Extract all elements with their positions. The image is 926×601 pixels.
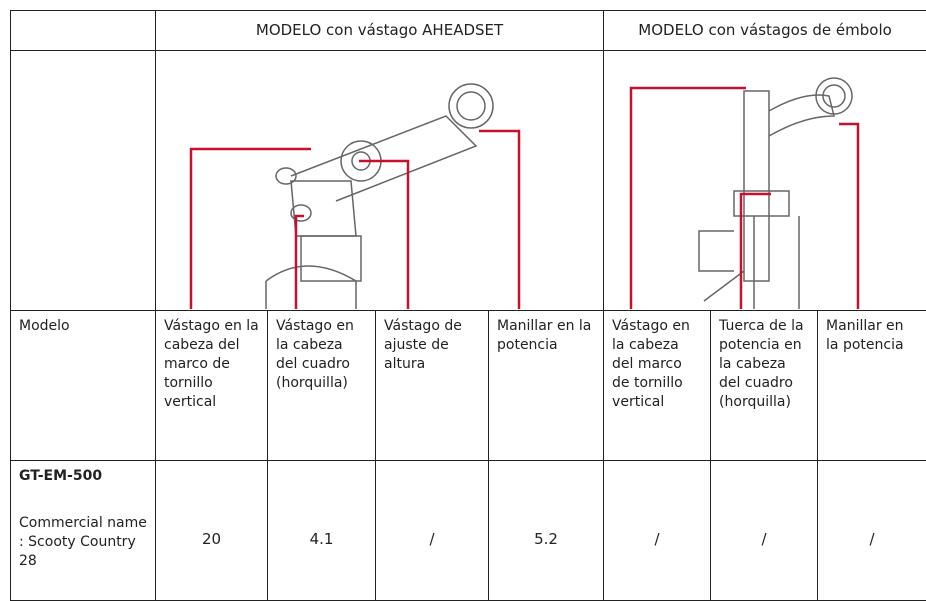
embolo-illustration: [604, 51, 926, 309]
model-code: GT-EM-500: [19, 467, 147, 486]
spec-table: MODELO con vástago AHEADSET MODELO con v…: [10, 10, 926, 601]
image-cell: [604, 51, 926, 311]
commercial-name: Commercial name : Scooty Country 28: [19, 515, 147, 569]
value-cell: /: [818, 461, 926, 601]
label-row: Modelo Vástago en la cabeza del marco de…: [11, 311, 926, 461]
data-row: GT-EM-500 Commercial name : Scooty Countr…: [11, 461, 926, 601]
row-label: Modelo: [11, 311, 156, 461]
value-cell: /: [711, 461, 818, 601]
value-cell: /: [376, 461, 489, 601]
column-label: Vástago de ajuste de altura: [376, 311, 489, 461]
group-header: MODELO con vástago AHEADSET: [156, 11, 604, 51]
value-cell: 4.1: [268, 461, 376, 601]
column-label: Vástago en la cabeza del marco de tornil…: [156, 311, 268, 461]
image-row: [11, 51, 926, 311]
value-cell: 20: [156, 461, 268, 601]
value-cell: /: [604, 461, 711, 601]
column-label: Vástago en la cabeza del cuadro (horquil…: [268, 311, 376, 461]
group-header: MODELO con vástagos de émbolo: [604, 11, 926, 51]
empty-cell: [11, 51, 156, 311]
image-cell: [156, 51, 604, 311]
column-label: Vástago en la cabeza del marco de tornil…: [604, 311, 711, 461]
column-label: Manillar en la potencia: [818, 311, 926, 461]
empty-cell: [11, 11, 156, 51]
column-label: Manillar en la potencia: [489, 311, 604, 461]
model-cell: GT-EM-500 Commercial name : Scooty Countr…: [11, 461, 156, 601]
column-label: Tuerca de la potencia en la cabeza del c…: [711, 311, 818, 461]
value-cell: 5.2: [489, 461, 604, 601]
header-row: MODELO con vástago AHEADSET MODELO con v…: [11, 11, 926, 51]
aheadset-illustration: [156, 51, 604, 309]
